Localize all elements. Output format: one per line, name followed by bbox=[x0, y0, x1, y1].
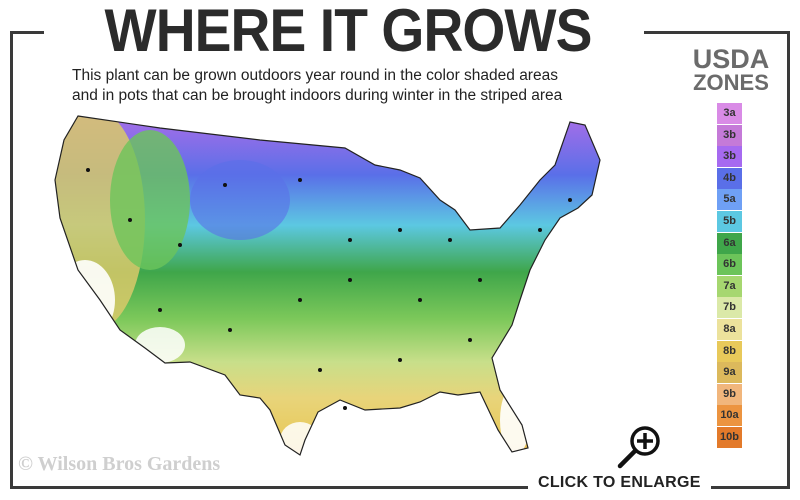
legend-swatch-10b: 10b bbox=[717, 426, 742, 448]
subtitle-line: and in pots that can be brought indoors … bbox=[72, 87, 563, 104]
legend-title-line1: USDA bbox=[692, 44, 770, 74]
legend-swatch-7b: 7b bbox=[717, 297, 742, 319]
subtitle-line: This plant can be grown outdoors year ro… bbox=[72, 67, 558, 84]
click-to-enlarge-button[interactable]: CLICK TO ENLARGE bbox=[528, 474, 711, 492]
map-fill bbox=[55, 116, 600, 455]
legend-swatch-6b: 6b bbox=[717, 254, 742, 276]
zone-legend: 3a 3b 3b 4b 5a 5b 6a 6b 7a 7b 8a 8b 9a 9b 10a 10b bbox=[717, 103, 742, 449]
legend-swatch-7a: 7a bbox=[717, 275, 742, 297]
legend-title-line2: ZONES bbox=[693, 70, 769, 95]
frame-gap bbox=[44, 25, 644, 37]
legend-swatch-10a: 10a bbox=[717, 405, 742, 427]
legend-swatch-5b: 5b bbox=[717, 210, 742, 232]
legend-swatch-5a: 5a bbox=[717, 189, 742, 211]
subtitle: This plant can be grown outdoors year ro… bbox=[72, 66, 562, 106]
magnifier-plus-icon[interactable] bbox=[610, 424, 665, 469]
legend-swatch-3b: 3b bbox=[717, 146, 742, 168]
us-outline bbox=[54, 115, 601, 456]
legend-swatch-9a: 9a bbox=[717, 362, 742, 384]
legend-swatch-3a: 3a bbox=[717, 103, 742, 124]
legend-swatch-6a: 6a bbox=[717, 232, 742, 254]
city-dots bbox=[86, 168, 572, 410]
legend-swatch-8a: 8a bbox=[717, 318, 742, 340]
legend-swatch-4b: 4b bbox=[717, 167, 742, 189]
legend-title: USDA ZONES bbox=[676, 44, 786, 95]
copyright-watermark: © Wilson Bros Gardens bbox=[18, 453, 221, 475]
legend-swatch-3b: 3b bbox=[717, 124, 742, 146]
legend-swatch-9b: 9b bbox=[717, 383, 742, 405]
page-title: WHERE IT GROWS bbox=[104, 0, 593, 64]
legend-swatch-8b: 8b bbox=[717, 340, 742, 362]
